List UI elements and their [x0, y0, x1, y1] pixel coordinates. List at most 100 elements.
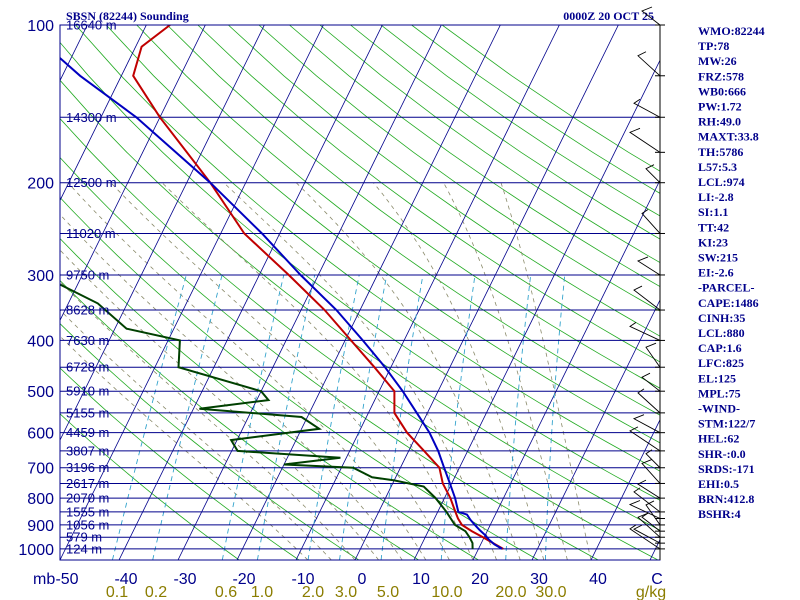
wind-barb: [633, 285, 661, 311]
index-value: EI:-2.6: [698, 266, 734, 280]
pressure-tick-label: 1000: [18, 542, 54, 559]
mixing-ratio-tick-label: 0.6: [215, 584, 237, 600]
height-label: 11020 m: [66, 226, 116, 241]
sounding-series-line: [132, 25, 504, 550]
pressure-tick-label: 900: [27, 518, 54, 535]
index-value: BSHR:4: [698, 507, 741, 521]
moist-adiabat: [373, 182, 545, 560]
pressure-tick-label: 600: [27, 426, 54, 443]
dry-adiabat: [289, 25, 660, 288]
height-label: 12500 m: [66, 175, 117, 190]
moist-adiabat: [443, 182, 568, 560]
mixing-ratio-tick-label: 2.0: [302, 584, 324, 600]
moist-adiabat: [60, 335, 309, 560]
index-value: EL:125: [698, 371, 736, 385]
index-value: TP:78: [698, 39, 729, 53]
height-label: 2617 m: [66, 476, 109, 491]
mixing-ratio-line: [505, 274, 532, 560]
height-label: 6728 m: [66, 360, 109, 375]
mixing-ratio-line: [380, 274, 424, 560]
index-value: EHI:0.5: [698, 477, 739, 491]
dry-adiabat: [60, 367, 300, 560]
index-value: FRZ:578: [698, 69, 744, 83]
wind-barb: [645, 449, 661, 469]
isotherm: [177, 25, 442, 560]
sounding-series-line: [60, 283, 474, 549]
moist-adiabat: [295, 182, 521, 560]
mixing-ratio-tick-label: 10.0: [431, 584, 462, 600]
height-label: 124 m: [66, 541, 102, 556]
height-label: 2070 m: [66, 491, 109, 506]
mixing-ratio-tick-label: 1.0: [251, 584, 273, 600]
temperature-tick-label: -50: [55, 571, 78, 588]
temperature-tick-label: C: [651, 571, 663, 588]
isotherm: [60, 25, 265, 442]
mixing-ratio-tick-label: 3.0: [335, 584, 357, 600]
moist-adiabat: [67, 182, 427, 560]
height-labels: 16640 m 14300 m 12500 m 11020 m 9750 m 8628 m…: [66, 18, 117, 557]
wind-barb: [637, 388, 661, 414]
height-label: 579 m: [66, 530, 102, 545]
wind-barb: [645, 164, 661, 184]
mixing-ratio-tick-label: 30.0: [535, 584, 566, 600]
dry-adiabat: [60, 196, 539, 560]
isotherm: [60, 25, 324, 560]
mixing-ratio-labels: 0.1 0.2 0.6 1.0 2.0 3.0 5.0 10.0 20.0 30.0 g/kg: [106, 584, 666, 600]
pressure-tick-label: 700: [27, 461, 54, 478]
moist-adiabat: [60, 281, 356, 560]
dry-adiabat: [60, 323, 360, 560]
wind-barb: [641, 6, 661, 26]
index-value: BRN:412.8: [698, 492, 754, 506]
moist-adiabat: [60, 213, 403, 560]
temperature-tick-label: -40: [114, 571, 137, 588]
dry-adiabat: [60, 41, 660, 501]
wind-barb: [629, 426, 661, 452]
height-label: 7630 m: [66, 333, 109, 348]
isotherm: [60, 25, 147, 202]
dry-adiabat: [60, 156, 599, 560]
height-label: 14300 m: [66, 110, 117, 125]
dry-adiabat: [60, 413, 240, 560]
wind-barb: [637, 256, 661, 276]
index-value: TT:42: [698, 220, 729, 234]
dry-adiabat: [197, 25, 660, 363]
isotherm: [590, 418, 660, 560]
dry-adiabat: [60, 237, 479, 560]
wind-barb: [637, 479, 661, 499]
mixing-ratio-line: [339, 274, 388, 560]
wind-barb: [641, 372, 661, 392]
dry-adiabat: [105, 25, 660, 444]
index-value: SI:1.1: [698, 205, 728, 219]
height-label: 5910 m: [66, 384, 109, 399]
index-value: WMO:82244: [698, 24, 765, 38]
wind-barb: [641, 512, 661, 532]
index-value: LFC:825: [698, 356, 744, 370]
index-value: MW:26: [698, 54, 737, 68]
moist-adiabat: [110, 182, 450, 560]
mixing-ratio-tick-label: g/kg: [636, 584, 666, 600]
index-value: SW:215: [698, 251, 738, 265]
wind-barb: [641, 459, 661, 484]
mixing-ratio-tick-label: 20.0: [495, 584, 526, 600]
height-label: 9750 m: [66, 267, 109, 282]
height-label: 1056 m: [66, 517, 109, 532]
height-label: 5155 m: [66, 405, 109, 420]
wind-barb: [629, 127, 661, 153]
pressure-tick-label: 500: [27, 384, 54, 401]
mixing-ratio-line: [256, 274, 316, 560]
wind-barb: [637, 512, 661, 538]
mixing-ratio-line: [440, 274, 476, 560]
wind-barb: [637, 51, 661, 77]
mixing-ratio-line: [221, 274, 285, 560]
mixing-ratio-tick-label: 5.0: [377, 584, 399, 600]
wind-barb: [628, 500, 661, 519]
isotherm: [472, 179, 660, 560]
index-value: -PARCEL-: [698, 281, 754, 295]
isotherm: [60, 25, 206, 322]
temperature-tick-label: 20: [471, 571, 489, 588]
index-value: STM:122/7: [698, 417, 755, 431]
mixing-ratio-tick-label: 0.2: [145, 584, 167, 600]
index-value: MAXT:33.8: [698, 130, 759, 144]
index-value: LCL:974: [698, 175, 745, 189]
temperature-tick-label: -10: [291, 571, 314, 588]
